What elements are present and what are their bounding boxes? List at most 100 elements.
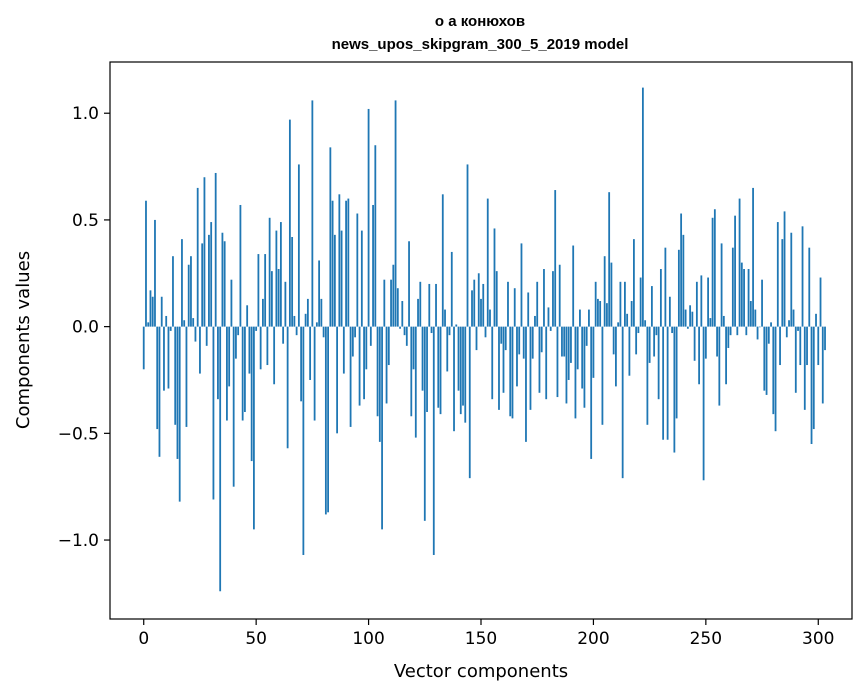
bar-265 [738,198,741,327]
bar-131 [437,326,440,408]
bar-15 [176,326,179,459]
bar-121 [414,326,417,438]
bar-94 [354,326,356,338]
bar-113 [396,288,399,327]
bar-158 [498,326,500,410]
bar-9 [163,326,165,391]
bar-11 [167,326,170,389]
bar-154 [489,309,491,327]
bar-76 [313,326,316,421]
bar-137 [450,251,453,327]
bar-1 [145,200,147,327]
bar-146 [471,290,473,327]
bar-61 [279,222,282,327]
bar-157 [495,271,498,327]
bar-3 [149,290,152,327]
bar-172 [529,326,532,410]
chart-title-line-2: news_upos_skipgram_300_5_2019 model [332,36,629,53]
y-tick-label-3: 0.5 [72,211,99,231]
bar-290 [794,326,797,393]
bar-115 [401,301,404,327]
bar-223 [644,320,647,327]
bar-145 [468,326,471,479]
bar-156 [493,228,496,327]
bar-267 [743,269,745,327]
x-tick-label-200: 200 [577,629,609,649]
bar-39 [230,279,233,327]
bar-114 [399,326,401,329]
bar-136 [448,326,451,336]
bar-247 [698,326,700,385]
bar-37 [226,326,228,421]
bar-237 [675,326,678,419]
bar-204 [601,326,604,425]
bar-155 [491,326,494,400]
bar-173 [531,326,534,359]
bars-group [142,87,826,592]
bar-259 [725,326,727,385]
bar-78 [318,260,321,327]
bar-257 [720,243,723,327]
bar-200 [592,326,595,378]
bar-253 [711,217,714,327]
bar-207 [608,192,611,327]
bar-89 [342,326,345,374]
bar-278 [767,326,770,344]
bar-213 [621,326,624,479]
bar-215 [626,313,629,327]
bar-224 [646,326,649,425]
bar-127 [428,283,431,327]
bar-236 [673,326,676,453]
bar-22 [192,318,195,327]
bar-202 [597,298,599,327]
bar-74 [309,326,312,380]
bar-232 [664,247,667,327]
bar-198 [588,309,590,327]
bar-175 [536,281,539,327]
bar-226 [650,286,653,327]
bar-130 [435,283,437,327]
bar-33 [217,326,219,400]
bar-174 [534,315,536,327]
bar-95 [356,213,359,327]
bar-280 [772,326,775,415]
bar-281 [774,326,777,432]
bar-164 [511,326,514,419]
bar-24 [196,187,199,327]
bar-168 [520,243,523,327]
bar-71 [302,326,305,555]
bar-298 [812,326,815,430]
bar-182 [552,271,554,327]
bar-59 [275,230,278,327]
bar-97 [360,230,363,327]
bar-230 [659,269,662,327]
bar-63 [284,281,287,327]
bar-165 [513,288,516,327]
bar-300 [817,326,820,366]
bar-286 [785,326,788,338]
bar-101 [369,326,372,346]
bar-183 [554,190,557,327]
bar-239 [680,213,683,327]
bar-99 [365,326,368,370]
bar-45 [244,326,246,412]
bar-58 [273,326,276,385]
bar-282 [776,222,779,327]
bar-295 [806,326,808,366]
bar-191 [572,245,575,327]
bar-270 [749,301,752,327]
bar-277 [765,326,768,395]
bar-180 [547,307,550,327]
bar-13 [172,256,174,327]
bar-57 [270,271,273,327]
bar-30 [210,222,213,327]
bar-8 [160,296,163,327]
bar-96 [358,326,361,406]
bar-244 [691,311,694,327]
bar-227 [653,326,656,357]
bar-216 [628,326,631,376]
y-tick-label-2: 0.0 [72,318,99,338]
bar-68 [295,326,298,336]
bar-31 [212,326,215,500]
bar-92 [349,326,352,427]
